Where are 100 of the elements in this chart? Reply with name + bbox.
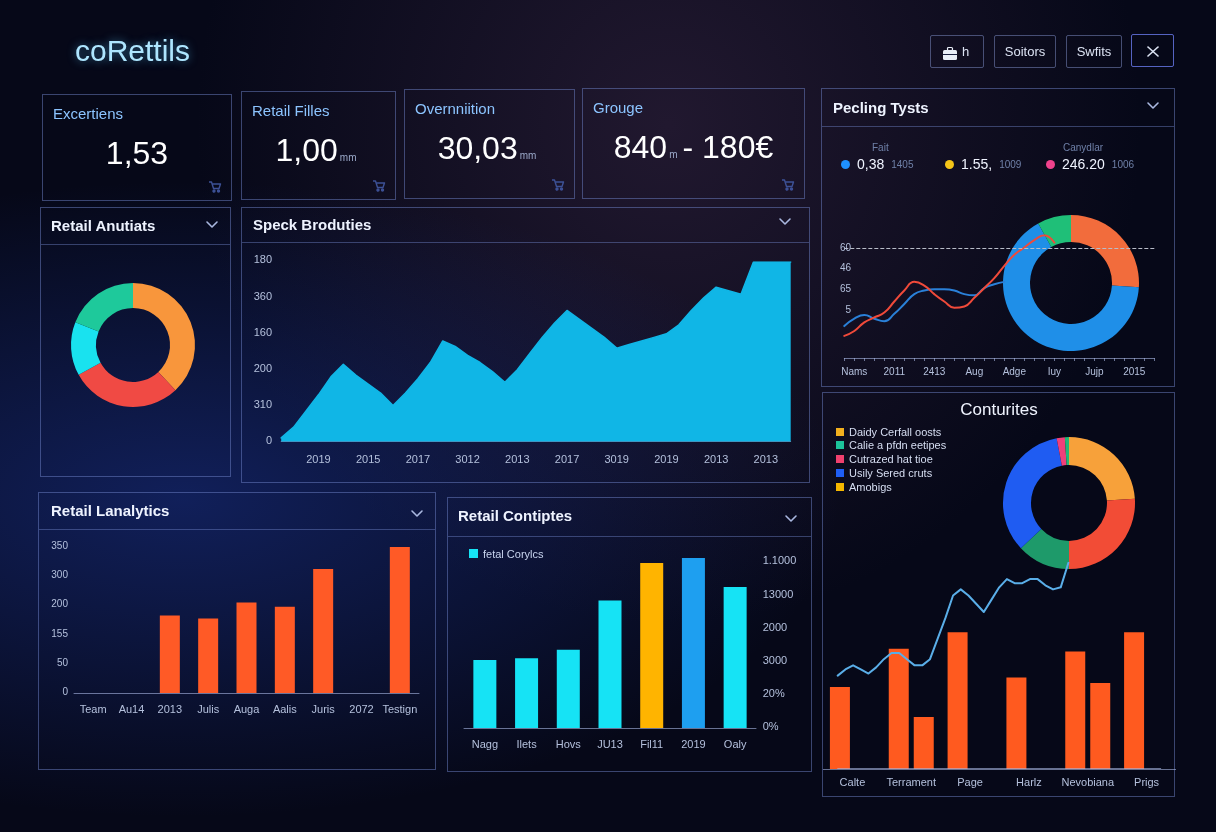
text: 50: [56, 656, 68, 669]
text: 0,38: [857, 156, 885, 172]
x-tick-label: 2019: [654, 453, 679, 465]
x-tick-label: 2017: [405, 453, 431, 465]
text: 1.1000: [762, 554, 797, 568]
text: Grouge: [593, 99, 644, 116]
x-tick-label: Team: [79, 702, 107, 715]
annotation: 65: [839, 283, 851, 296]
x-tick-label: 2013: [703, 453, 729, 465]
bar: [1090, 682, 1111, 769]
text: Calie a pfdn eetipes: [849, 439, 947, 452]
text: 246.20: [1062, 156, 1105, 172]
text: 1009: [999, 158, 1022, 170]
text: 200: [51, 598, 68, 611]
text: 300: [51, 569, 68, 582]
annotation: 5: [845, 303, 851, 316]
x-tick-label: Calte: [839, 775, 866, 788]
text: Usily Sered cruts: [849, 466, 933, 479]
x-tick-label: Julis: [197, 702, 220, 715]
text: 0: [265, 433, 272, 447]
x-tick-label: Jujp: [1085, 365, 1104, 377]
text: Overnniition: [415, 100, 496, 117]
x-tick-label: 3019: [604, 453, 629, 465]
button: h: [930, 35, 984, 68]
text: 160: [253, 325, 272, 339]
text: 1.55,: [961, 156, 993, 172]
x-tick-label: Au14: [118, 702, 145, 715]
text: 350: [51, 540, 68, 552]
bar: [556, 649, 580, 728]
bar: [913, 717, 934, 769]
text: 30,03: [437, 130, 518, 167]
x-tick-label: 2015: [355, 453, 381, 465]
x-tick-label: Ilets: [516, 737, 538, 750]
text: 1405: [891, 158, 914, 170]
text: 20%: [762, 687, 785, 701]
text: mm: [519, 150, 537, 161]
text: 1,53: [105, 135, 169, 172]
bar: [640, 563, 664, 728]
text: 155: [51, 627, 68, 640]
x-tick-label: 2019: [306, 453, 331, 465]
x-tick-label: Fil11: [640, 737, 664, 750]
text: 180: [253, 253, 272, 267]
text: mm: [339, 152, 357, 163]
x-tick-label: Adge: [1002, 365, 1027, 377]
text: 840: [613, 129, 668, 166]
text: 1006: [1111, 158, 1135, 170]
text: 0%: [762, 720, 779, 734]
bar: [1065, 651, 1086, 769]
x-tick-label: JU13: [597, 737, 623, 750]
bar: [888, 648, 909, 769]
text: Amobigs: [849, 480, 892, 493]
text: 360: [253, 289, 272, 303]
x-tick-label: Auga: [233, 702, 261, 715]
bar: [947, 632, 968, 769]
text: Fait: [872, 142, 889, 153]
bar: [198, 618, 219, 693]
bar: [389, 547, 410, 693]
x-tick-label: Aalis: [272, 702, 298, 715]
x-tick-label: 2072: [349, 702, 374, 715]
x-tick-label: 2011: [883, 365, 906, 377]
legend-label: fetal Corylcs: [483, 547, 545, 560]
x-tick-label: Nevobiana: [1061, 775, 1115, 788]
x-tick-label: Nams: [841, 365, 868, 377]
bar: [515, 658, 539, 728]
x-tick-label: Oaly: [723, 737, 747, 750]
text: 3000: [762, 654, 788, 667]
text: Cutrazed hat tioe: [849, 453, 933, 466]
bar: [1124, 632, 1145, 769]
text: - 180€: [682, 129, 774, 166]
bar: [598, 600, 622, 728]
text: Daidy Cerfall oosts: [849, 425, 942, 438]
chart-title: Speck Broduties: [253, 216, 372, 233]
bar: [159, 615, 180, 693]
annotation: 46: [839, 262, 851, 275]
chart-title: Retail Anutiats: [51, 217, 156, 234]
annotation: 60: [839, 241, 851, 254]
x-tick-label: 2017: [554, 453, 580, 465]
bar: [313, 568, 334, 693]
text: Excertiens: [53, 105, 124, 122]
x-tick-label: Testign: [382, 702, 418, 715]
x-tick-label: Nagg: [471, 737, 499, 750]
x-tick-label: 2413: [923, 365, 946, 377]
text: 310: [253, 397, 272, 411]
x-tick-label: 2013: [505, 453, 530, 465]
chart-title: Pecling Tysts: [833, 99, 929, 116]
text: 2000: [762, 620, 788, 634]
x-tick-label: 3012: [455, 453, 480, 465]
x-tick-label: Terrament: [886, 775, 937, 788]
bar: [274, 606, 295, 693]
x-tick-label: 2019: [681, 737, 706, 750]
x-tick-label: Aug: [965, 365, 984, 377]
text: 0: [62, 686, 68, 698]
bar: [723, 586, 747, 728]
x-tick-label: Juris: [311, 702, 336, 715]
text: 200: [253, 361, 272, 375]
text: Canydlar: [1063, 142, 1104, 153]
x-tick-label: 2013: [753, 453, 779, 465]
text: Retail Filles: [252, 102, 330, 119]
bar: [1006, 677, 1027, 769]
chart-title: Retail Lanalytics: [51, 502, 170, 519]
